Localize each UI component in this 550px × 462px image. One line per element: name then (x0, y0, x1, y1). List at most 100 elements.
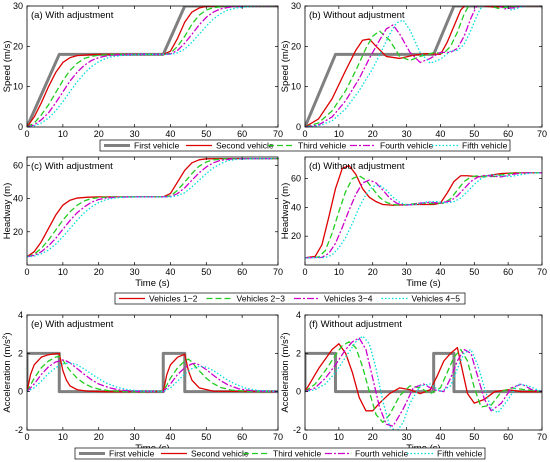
x-tick-label: 60 (503, 432, 513, 442)
x-tick-label: 30 (130, 129, 140, 139)
axes-frame (26, 314, 279, 431)
series-line-second-vehicle (305, 343, 542, 412)
x-tick-label: 50 (469, 129, 479, 139)
y-tick-label: 20 (291, 231, 301, 241)
plot-area (27, 315, 278, 430)
y-axis-label-end: ) (2, 332, 13, 335)
legend-label-fifth-vehicle: Fifth vehicle (437, 449, 483, 459)
x-tick-label: 60 (237, 432, 247, 442)
y-tick-label: 2 (18, 348, 23, 358)
y-axis-label-superscript: 2 (2, 335, 9, 339)
series-line-fifth-vehicle (27, 362, 278, 393)
series-group (27, 6, 278, 127)
y-tick-label: 30 (291, 1, 301, 11)
axes-frame (26, 156, 279, 266)
series-line-second-vehicle (305, 6, 542, 127)
x-tick-label: 30 (130, 432, 140, 442)
x-tick-label: 0 (24, 432, 29, 442)
legend-label-fourth-vehicle: Fourth vehicle (380, 141, 434, 151)
legend-box (114, 292, 466, 305)
x-tick-label: 10 (334, 432, 344, 442)
y-tick-label: 20 (291, 41, 301, 51)
y-axis-label-main: Acceleration (m/s (280, 339, 291, 413)
x-tick-label: 40 (165, 432, 175, 442)
series-line-third-vehicle (305, 6, 542, 127)
x-tick-label: 0 (302, 432, 307, 442)
y-axis-label: Headway (m) (280, 183, 291, 240)
x-tick-label: 30 (402, 432, 412, 442)
y-tick-label: 2 (296, 348, 301, 358)
axes-frame (304, 156, 543, 266)
panel-title: (b) Without adjustment (309, 10, 405, 21)
y-tick-label: 60 (13, 160, 23, 170)
legend-label-fifth-vehicle: Fifth vehicle (462, 141, 508, 151)
x-tick-label: 20 (94, 129, 104, 139)
y-tick-label: 10 (13, 82, 23, 92)
series-line-fifth-vehicle (305, 6, 542, 127)
y-axis-label: Acceleration (m/s2) (280, 332, 291, 412)
y-axis-label: Acceleration (m/s2) (2, 332, 13, 412)
x-tick-label: 20 (368, 267, 378, 277)
x-tick-label: 70 (537, 432, 547, 442)
x-tick-label: 0 (24, 267, 29, 277)
x-tick-label: 20 (368, 432, 378, 442)
x-tick-label: 0 (302, 129, 307, 139)
y-tick-label: 20 (13, 41, 23, 51)
x-tick-label: 10 (334, 129, 344, 139)
plot-area (305, 6, 542, 127)
x-tick-label: 40 (435, 267, 445, 277)
x-tick-label: 30 (130, 267, 140, 277)
x-tick-label: 40 (165, 267, 175, 277)
y-tick-label: 40 (13, 194, 23, 204)
series-line-vehicles-4-5 (27, 158, 278, 258)
x-tick-label: 60 (503, 129, 513, 139)
x-tick-label: 70 (273, 129, 283, 139)
x-tick-label: 60 (237, 129, 247, 139)
x-tick-label: 30 (402, 129, 412, 139)
y-tick-label: 0 (18, 122, 23, 132)
x-tick-label: 30 (402, 267, 412, 277)
x-tick-label: 60 (503, 267, 513, 277)
y-tick-label: 30 (13, 1, 23, 11)
series-line-fourth-vehicle (27, 359, 278, 393)
x-tick-label: 60 (237, 267, 247, 277)
series-line-fifth-vehicle (305, 335, 542, 430)
legend-label-second-vehicle: Second vehicle (216, 141, 274, 151)
legend-legend_middle: Vehicles 1−2 Vehicles 2−3 Vehicles 3−4 Vehi… (114, 292, 466, 305)
y-tick-label: 40 (291, 202, 301, 212)
legend-label-vehicles-2-3: Vehicles 2−3 (237, 294, 286, 304)
legend-legend_bottom: First vehicle Second vehicle Third vehicle… (74, 447, 486, 460)
x-tick-label: 20 (94, 432, 104, 442)
legend-label-fourth-vehicle: Fourth vehicle (355, 449, 409, 459)
y-tick-label: -2 (15, 425, 23, 435)
series-line-vehicles-1-2 (27, 158, 278, 258)
y-axis-label: Headway (m) (2, 183, 13, 240)
y-tick-label: 0 (296, 122, 301, 132)
x-tick-label: 10 (58, 267, 68, 277)
axes-frame (304, 5, 543, 128)
x-tick-label: 40 (435, 432, 445, 442)
x-axis-label: Time (s) (406, 278, 440, 289)
x-tick-label: 70 (537, 129, 547, 139)
series-line-fourth-vehicle (27, 6, 278, 127)
legend-box (99, 139, 511, 152)
x-tick-label: 20 (368, 129, 378, 139)
y-axis-label-superscript: 2 (280, 335, 287, 339)
panel-title: (f) Without adjustment (309, 319, 402, 330)
panel-title: (a) With adjustment (31, 10, 114, 21)
series-line-fourth-vehicle (305, 6, 542, 127)
legend-label-vehicles-3-4: Vehicles 3−4 (324, 294, 373, 304)
x-tick-label: 70 (537, 267, 547, 277)
x-tick-label: 50 (469, 267, 479, 277)
x-tick-label: 70 (273, 432, 283, 442)
series-group (305, 164, 542, 259)
legend-label-vehicles-1-2: Vehicles 1−2 (149, 294, 198, 304)
legend-label-first-vehicle: First vehicle (109, 449, 155, 459)
axes-frame (304, 314, 543, 431)
series-group (305, 6, 542, 127)
x-tick-label: 10 (58, 129, 68, 139)
y-axis-label: Speed (m/s) (2, 41, 13, 93)
legend-box (74, 447, 486, 460)
